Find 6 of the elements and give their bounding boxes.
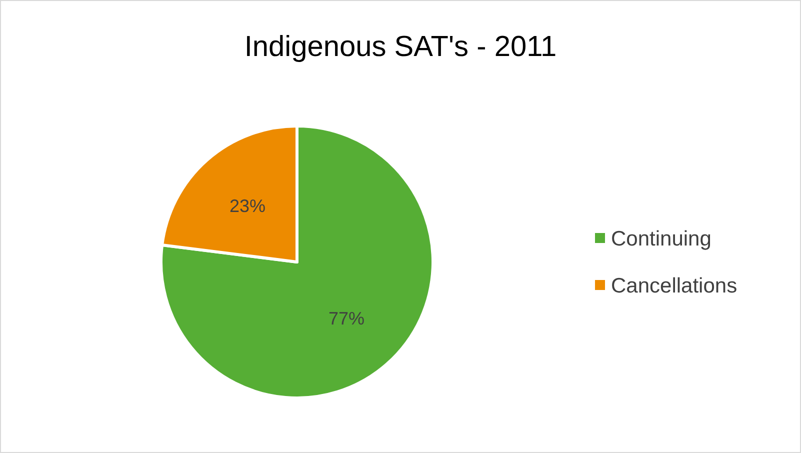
legend-label: Cancellations: [611, 274, 738, 298]
data-label: 77%: [328, 308, 364, 328]
data-label: 23%: [230, 196, 266, 216]
pie-slice: [160, 124, 434, 400]
legend-label: Continuing: [611, 227, 712, 250]
chart-title: Indigenous SAT's - 2011: [244, 31, 557, 63]
